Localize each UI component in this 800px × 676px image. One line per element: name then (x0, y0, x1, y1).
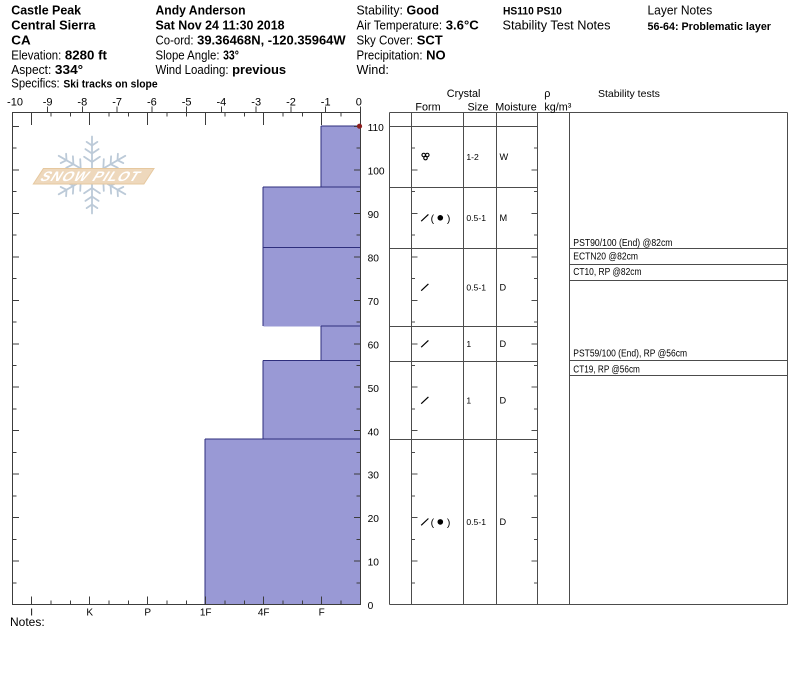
svg-text:Wind Loading: previous: Wind Loading: previous (156, 62, 287, 77)
svg-text:kg/m³: kg/m³ (544, 101, 571, 113)
svg-text:W: W (500, 152, 509, 162)
svg-text:Layer Notes: Layer Notes (648, 3, 713, 18)
svg-text:-8: -8 (77, 97, 87, 109)
svg-text:HS110 PS10: HS110 PS10 (503, 6, 562, 18)
svg-text:Sky Cover: SCT: Sky Cover: SCT (357, 32, 443, 47)
svg-text:M: M (500, 213, 508, 223)
svg-text:PST59/100 (End), RP @56cm: PST59/100 (End), RP @56cm (573, 348, 687, 359)
svg-text:Wind:: Wind: (357, 62, 389, 77)
svg-text:30: 30 (368, 471, 380, 482)
svg-text:10: 10 (368, 558, 380, 569)
svg-text:ECTN20 @82cm: ECTN20 @82cm (573, 251, 638, 262)
svg-text:(: ( (431, 517, 435, 529)
svg-text:90: 90 (368, 210, 380, 221)
svg-text:D: D (500, 282, 507, 292)
svg-text:P: P (144, 608, 151, 619)
svg-text:Notes:: Notes: (10, 615, 45, 629)
svg-text:0.5-1: 0.5-1 (466, 517, 486, 527)
svg-text:CT10, RP @82cm: CT10, RP @82cm (573, 267, 641, 278)
svg-text:-10: -10 (7, 97, 23, 109)
svg-text:-7: -7 (112, 97, 122, 109)
svg-text:-3: -3 (251, 97, 261, 109)
svg-text:Moisture: Moisture (495, 101, 536, 113)
svg-text:Stability: Good: Stability: Good (357, 3, 440, 18)
svg-text:-1: -1 (321, 97, 331, 109)
svg-text:D: D (500, 517, 507, 527)
svg-text:Stability tests: Stability tests (598, 88, 660, 100)
svg-text:(: ( (431, 213, 435, 225)
svg-text:1: 1 (466, 395, 471, 405)
svg-text:-6: -6 (147, 97, 157, 109)
svg-text:Size: Size (467, 101, 488, 113)
svg-text:Central Sierra: Central Sierra (11, 17, 96, 32)
svg-text:60: 60 (368, 340, 380, 351)
svg-text:): ) (447, 517, 451, 529)
svg-text:80: 80 (368, 253, 380, 264)
svg-text:1F: 1F (200, 608, 212, 619)
svg-text:): ) (447, 213, 451, 225)
svg-text:Andy Anderson: Andy Anderson (156, 3, 246, 18)
svg-text:-2: -2 (286, 97, 296, 109)
svg-text:56-64: Problematic layer: 56-64: Problematic layer (648, 21, 772, 33)
svg-text:Stability Test Notes: Stability Test Notes (503, 17, 611, 32)
svg-text:1-2: 1-2 (466, 152, 479, 162)
svg-text:CT19, RP @56cm: CT19, RP @56cm (573, 365, 640, 376)
svg-text:0: 0 (356, 97, 362, 109)
svg-text:D: D (500, 339, 507, 349)
svg-text:4F: 4F (258, 608, 270, 619)
svg-text:0.5-1: 0.5-1 (466, 282, 486, 292)
svg-text:Co-ord: 39.36468N, -120.35964W: Co-ord: 39.36468N, -120.35964W (156, 32, 347, 47)
svg-text:Aspect: 334°: Aspect: 334° (11, 62, 83, 77)
svg-text:70: 70 (368, 297, 380, 308)
svg-text:1: 1 (466, 339, 471, 349)
svg-text:PST90/100 (End) @82cm: PST90/100 (End) @82cm (573, 238, 672, 249)
svg-text:K: K (86, 608, 93, 619)
svg-text:Air Temperature: 3.6°C: Air Temperature: 3.6°C (357, 17, 480, 32)
svg-text:Form: Form (415, 101, 440, 113)
svg-text:Castle Peak: Castle Peak (11, 3, 82, 18)
svg-text:20: 20 (368, 514, 380, 525)
svg-text:I: I (30, 608, 33, 619)
svg-text:F: F (319, 608, 325, 619)
svg-text:SNOW PILOT: SNOW PILOT (37, 169, 145, 185)
svg-text:-9: -9 (43, 97, 53, 109)
svg-text:100: 100 (368, 167, 385, 178)
svg-text:110: 110 (368, 123, 385, 134)
svg-text:Slope Angle: 33°: Slope Angle: 33° (156, 47, 239, 62)
svg-text:-5: -5 (182, 97, 192, 109)
svg-text:Sat Nov 24 11:30 2018: Sat Nov 24 11:30 2018 (156, 17, 285, 32)
svg-text:Elevation: 8280 ft: Elevation: 8280 ft (11, 47, 107, 62)
svg-text:0: 0 (368, 601, 374, 612)
svg-text:Precipitation: NO: Precipitation: NO (357, 47, 446, 62)
svg-text:0.5-1: 0.5-1 (466, 213, 486, 223)
svg-text:D: D (500, 395, 507, 405)
svg-text:40: 40 (368, 427, 380, 438)
svg-text:-4: -4 (217, 97, 227, 109)
svg-text:ρ: ρ (544, 88, 550, 100)
svg-text:Crystal: Crystal (447, 88, 481, 100)
svg-text:Specifics: Ski tracks on slope: Specifics: Ski tracks on slope (11, 76, 157, 91)
svg-text:CA: CA (11, 32, 31, 47)
svg-text:50: 50 (368, 384, 380, 395)
